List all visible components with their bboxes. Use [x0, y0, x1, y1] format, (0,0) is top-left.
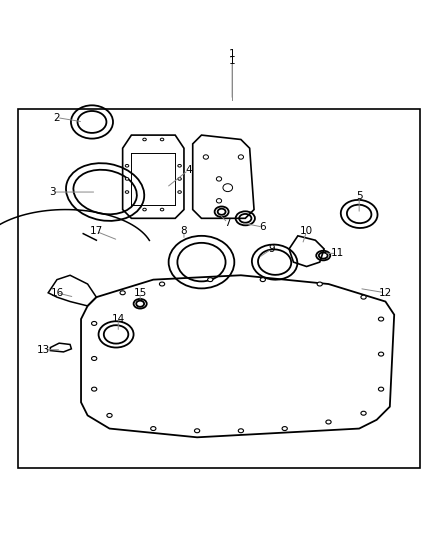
- Ellipse shape: [282, 426, 287, 431]
- Text: 15: 15: [134, 288, 147, 298]
- Ellipse shape: [238, 155, 244, 159]
- Text: 14: 14: [112, 314, 125, 324]
- Ellipse shape: [203, 155, 208, 159]
- Text: 1: 1: [229, 55, 236, 66]
- Ellipse shape: [194, 429, 200, 433]
- Text: 4: 4: [185, 165, 192, 175]
- Text: 3: 3: [49, 187, 56, 197]
- Ellipse shape: [178, 191, 181, 193]
- Ellipse shape: [378, 387, 384, 391]
- Text: 17: 17: [90, 227, 103, 237]
- Ellipse shape: [92, 357, 97, 360]
- Ellipse shape: [160, 208, 164, 211]
- Ellipse shape: [216, 177, 222, 181]
- Text: 6: 6: [259, 222, 266, 232]
- Text: 5: 5: [356, 191, 363, 201]
- Ellipse shape: [125, 177, 129, 180]
- Text: 11: 11: [331, 248, 344, 259]
- Ellipse shape: [143, 138, 146, 141]
- Ellipse shape: [208, 278, 213, 281]
- Ellipse shape: [178, 177, 181, 180]
- Ellipse shape: [107, 414, 112, 417]
- Ellipse shape: [92, 387, 97, 391]
- Ellipse shape: [361, 411, 366, 415]
- Ellipse shape: [378, 317, 384, 321]
- Text: 8: 8: [180, 227, 187, 237]
- Ellipse shape: [92, 321, 97, 326]
- Ellipse shape: [151, 426, 156, 431]
- Ellipse shape: [238, 429, 244, 433]
- Text: 7: 7: [224, 217, 231, 228]
- Text: 2: 2: [53, 112, 60, 123]
- Text: 12: 12: [379, 288, 392, 298]
- Ellipse shape: [216, 199, 222, 203]
- Ellipse shape: [125, 165, 129, 167]
- Ellipse shape: [317, 282, 322, 286]
- Text: 9: 9: [268, 244, 275, 254]
- Ellipse shape: [120, 291, 125, 295]
- Ellipse shape: [178, 165, 181, 167]
- Ellipse shape: [160, 138, 164, 141]
- Ellipse shape: [143, 208, 146, 211]
- Ellipse shape: [260, 278, 265, 281]
- Bar: [18, 109, 420, 468]
- Ellipse shape: [378, 352, 384, 356]
- Ellipse shape: [125, 191, 129, 193]
- Text: 1: 1: [229, 49, 236, 59]
- Ellipse shape: [326, 420, 331, 424]
- Text: 13: 13: [37, 345, 50, 355]
- Text: 10: 10: [300, 227, 313, 237]
- Ellipse shape: [159, 282, 165, 286]
- Text: 16: 16: [50, 288, 64, 298]
- Ellipse shape: [361, 295, 366, 299]
- Ellipse shape: [223, 184, 233, 191]
